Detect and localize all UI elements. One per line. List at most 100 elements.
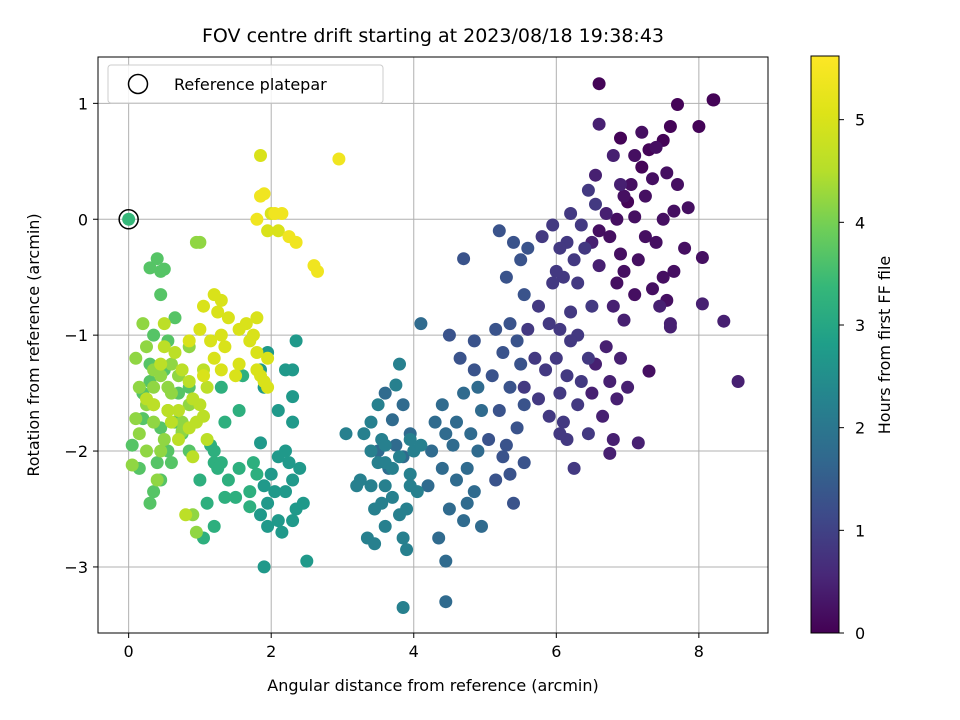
x-tick-label: 8 (694, 642, 704, 661)
scatter-point (535, 230, 549, 244)
scatter-point (332, 152, 346, 166)
scatter-point (574, 218, 588, 232)
scatter-point (571, 276, 585, 290)
scatter-point (221, 311, 235, 325)
scatter-point (157, 262, 171, 276)
scatter-point (186, 450, 200, 464)
scatter-point (261, 519, 275, 533)
scatter-point (457, 386, 471, 400)
scatter-point (560, 369, 574, 383)
scatter-point (279, 363, 292, 377)
scatter-point (546, 276, 560, 290)
scatter-point (610, 276, 624, 290)
scatter-point (581, 351, 595, 365)
scatter-point (385, 413, 399, 427)
scatter-point (207, 351, 221, 365)
scatter-point (140, 392, 153, 406)
scatter-point (200, 380, 214, 394)
scatter-point (475, 404, 488, 417)
scatter-point (528, 351, 542, 365)
scatter-point (499, 270, 513, 284)
scatter-point (592, 224, 606, 238)
data-points (118, 77, 745, 614)
scatter-point (364, 479, 378, 493)
colorbar-label: Hours from first FF file (875, 256, 894, 435)
scatter-point (421, 479, 435, 493)
scatter-point (692, 120, 706, 133)
scatter-point (150, 473, 164, 487)
x-tick-label: 4 (409, 642, 419, 661)
x-tick-label: 2 (266, 642, 276, 661)
scatter-point (261, 351, 275, 365)
scatter-point (425, 444, 439, 458)
scatter-point (603, 230, 617, 244)
scatter-point (172, 404, 185, 417)
scatter-point (200, 433, 214, 446)
scatter-point (286, 390, 300, 404)
scatter-point (289, 235, 303, 249)
scatter-point (631, 436, 645, 450)
scatter-point (450, 415, 463, 429)
scatter-point (614, 351, 627, 365)
scatter-point (207, 519, 221, 533)
scatter-point (549, 351, 563, 365)
scatter-point (193, 235, 207, 249)
scatter-point (232, 404, 246, 417)
scatter-point (393, 450, 406, 464)
scatter-point (564, 334, 578, 348)
scatter-point (567, 461, 581, 475)
scatter-point (389, 438, 403, 452)
scatter-point (378, 479, 392, 493)
scatter-point (492, 404, 506, 417)
colorbar-tick-label: 2 (855, 419, 865, 438)
scatter-point (671, 178, 684, 191)
scatter-point (214, 380, 228, 394)
scatter-point (221, 473, 235, 487)
scatter-point (517, 380, 531, 394)
scatter-point (585, 299, 599, 313)
scatter-point (457, 252, 471, 266)
scatter-point (246, 456, 260, 470)
scatter-point (257, 479, 271, 493)
scatter-point (286, 473, 300, 487)
scatter-point (649, 235, 663, 249)
scatter-point (250, 311, 264, 325)
scatter-point (164, 456, 178, 470)
scatter-point (585, 386, 599, 400)
scatter-point (442, 502, 456, 516)
scatter-point (603, 375, 617, 388)
scatter-point (553, 386, 567, 400)
scatter-point (403, 479, 417, 493)
scatter-point (243, 500, 257, 514)
scatter-point (164, 357, 178, 371)
scatter-point (617, 313, 631, 327)
scatter-point (567, 253, 581, 267)
scatter-point (132, 380, 146, 394)
scatter-point (656, 270, 670, 284)
scatter-point (707, 93, 721, 107)
colorbar-tick-label: 3 (855, 316, 865, 335)
scatter-point (154, 288, 168, 302)
scatter-point (193, 322, 207, 336)
scatter-point (464, 427, 478, 441)
scatter-point (204, 334, 218, 348)
scatter-point (271, 224, 285, 238)
colorbar-tick-label: 0 (855, 624, 865, 643)
colorbar: 0 1 2 3 4 5 Hours from first FF file (810, 55, 894, 643)
scatter-point (275, 207, 289, 220)
scatter-point (157, 340, 171, 354)
scatter-point (168, 346, 182, 359)
scatter-point (467, 363, 481, 377)
scatter-point (257, 187, 271, 201)
scatter-point (125, 438, 139, 452)
scatter-point (357, 427, 371, 441)
scatter-point (289, 334, 303, 348)
scatter-point (599, 340, 613, 354)
reference-point-fill (122, 212, 136, 226)
scatter-point (140, 444, 153, 458)
scatter-point (489, 473, 503, 487)
scatter-point (157, 317, 171, 331)
scatter-point (589, 197, 602, 211)
scatter-point (414, 317, 428, 331)
scatter-point (439, 554, 453, 568)
